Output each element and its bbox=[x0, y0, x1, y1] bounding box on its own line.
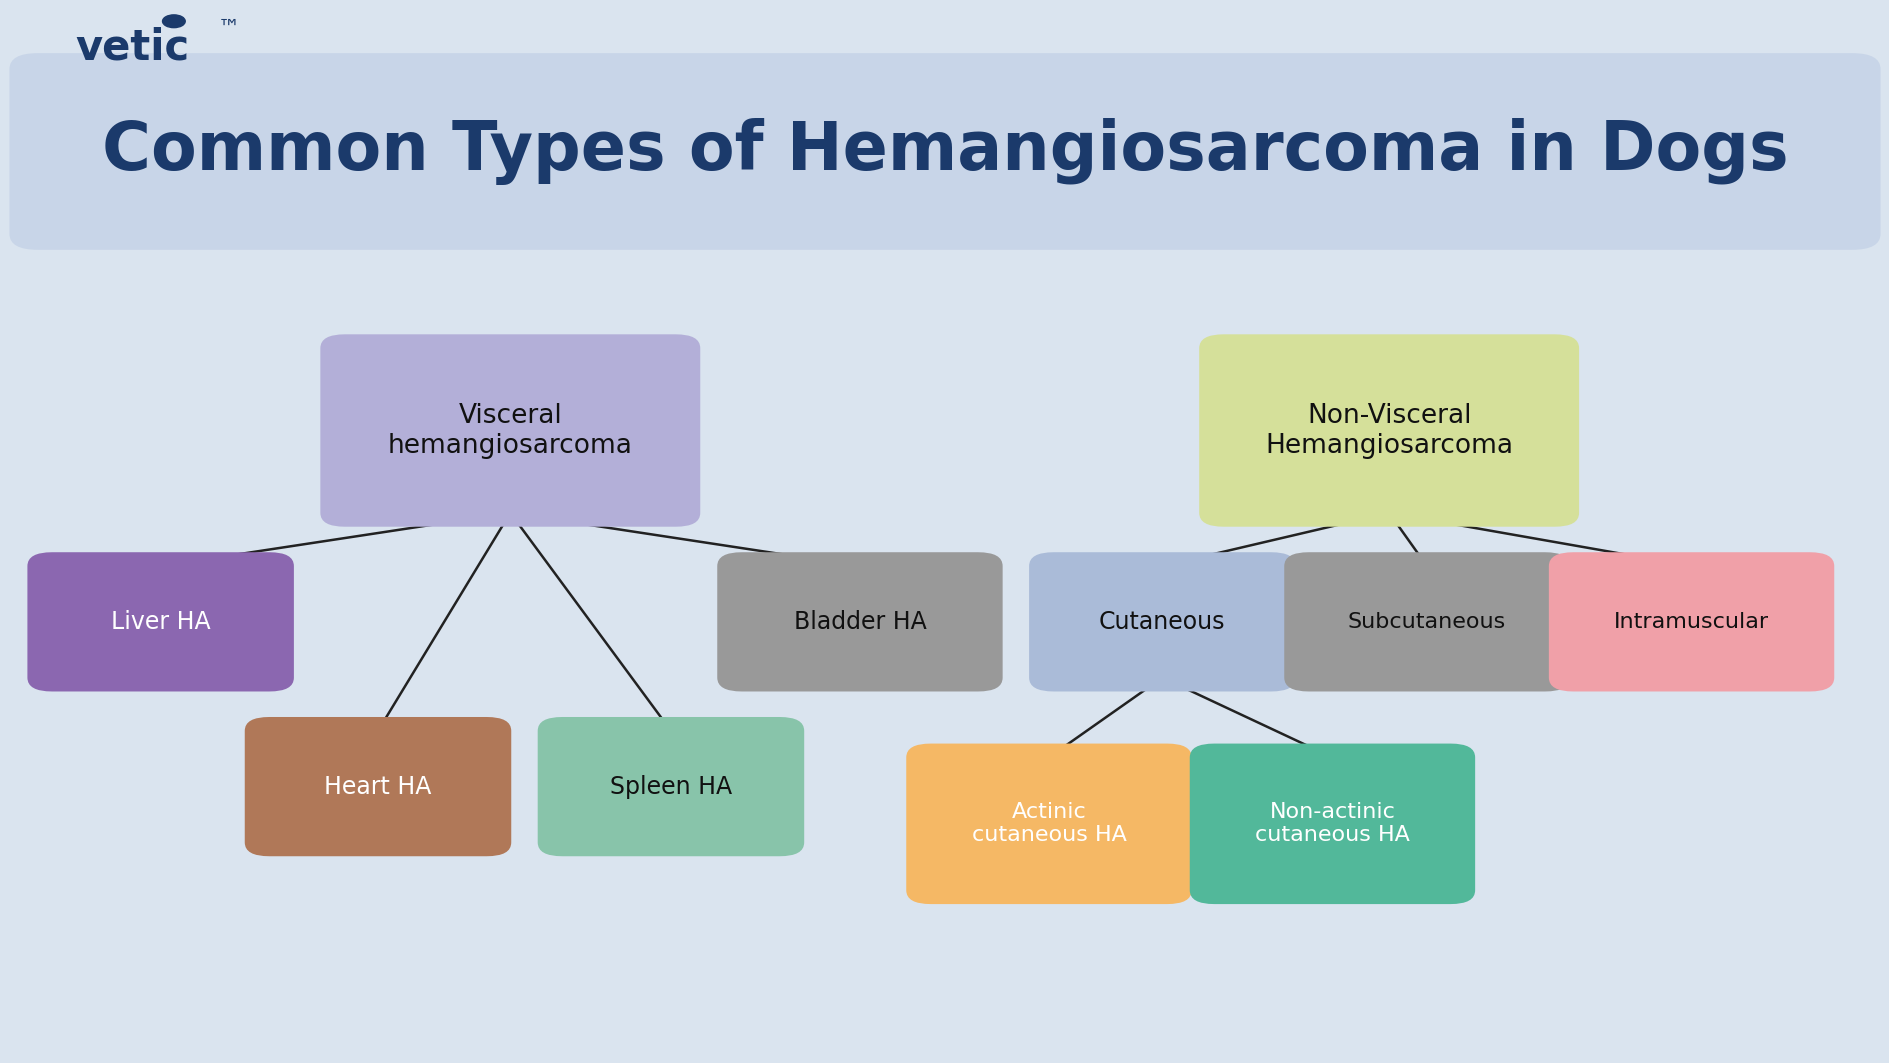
Text: Common Types of Hemangiosarcoma in Dogs: Common Types of Hemangiosarcoma in Dogs bbox=[102, 118, 1787, 185]
FancyBboxPatch shape bbox=[9, 53, 1880, 250]
FancyBboxPatch shape bbox=[907, 744, 1192, 904]
FancyBboxPatch shape bbox=[1188, 744, 1473, 904]
FancyBboxPatch shape bbox=[1198, 334, 1577, 527]
Text: Spleen HA: Spleen HA bbox=[610, 775, 731, 798]
Text: Non-Visceral
Hemangiosarcoma: Non-Visceral Hemangiosarcoma bbox=[1264, 403, 1513, 458]
Text: Visceral
hemangiosarcoma: Visceral hemangiosarcoma bbox=[387, 403, 633, 458]
Circle shape bbox=[162, 15, 185, 28]
FancyBboxPatch shape bbox=[1028, 553, 1294, 692]
Text: Cutaneous: Cutaneous bbox=[1099, 610, 1224, 634]
FancyBboxPatch shape bbox=[246, 716, 510, 857]
Text: Intramuscular: Intramuscular bbox=[1613, 612, 1768, 631]
Text: vetic: vetic bbox=[76, 27, 189, 69]
Text: Non-actinic
cutaneous HA: Non-actinic cutaneous HA bbox=[1254, 803, 1409, 845]
FancyBboxPatch shape bbox=[28, 553, 295, 692]
FancyBboxPatch shape bbox=[1547, 553, 1832, 692]
Text: ™: ™ bbox=[217, 19, 240, 38]
Text: Actinic
cutaneous HA: Actinic cutaneous HA bbox=[971, 803, 1126, 845]
Text: Subcutaneous: Subcutaneous bbox=[1347, 612, 1506, 631]
Text: Bladder HA: Bladder HA bbox=[793, 610, 926, 634]
Text: Liver HA: Liver HA bbox=[111, 610, 210, 634]
FancyBboxPatch shape bbox=[319, 334, 699, 527]
Text: Heart HA: Heart HA bbox=[325, 775, 431, 798]
FancyBboxPatch shape bbox=[716, 553, 1001, 692]
FancyBboxPatch shape bbox=[1285, 553, 1568, 692]
FancyBboxPatch shape bbox=[536, 716, 805, 857]
